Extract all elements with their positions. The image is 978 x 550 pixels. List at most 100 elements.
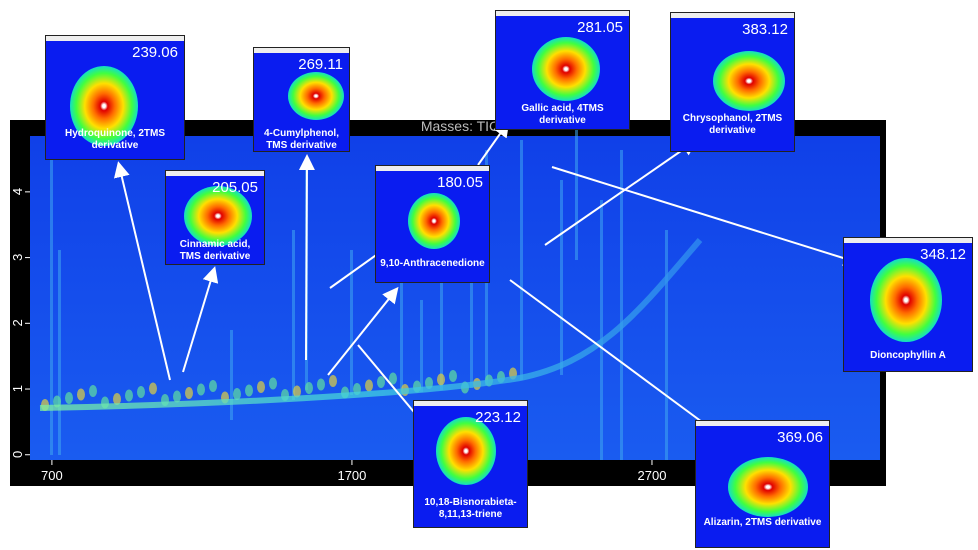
y-tick-label: 4 bbox=[10, 188, 25, 195]
inset-header bbox=[166, 171, 264, 176]
inset-header bbox=[696, 421, 829, 426]
peak-spot bbox=[269, 377, 277, 390]
peak-spot bbox=[149, 382, 157, 395]
inset-label: 9,10-Anthracenedione bbox=[380, 258, 485, 269]
peak-spot bbox=[113, 393, 121, 405]
inset-header bbox=[254, 48, 349, 53]
peak-spot bbox=[53, 395, 61, 408]
inset-mass: 269.11 bbox=[298, 56, 343, 73]
inset-label: Hydroquinone, 2TMS derivative bbox=[65, 128, 165, 151]
peak-spot bbox=[365, 379, 373, 392]
mass-inset: 180.05 9,10-Anthracenedione bbox=[375, 165, 490, 283]
mass-inset: 369.06 Alizarin, 2TMS derivative bbox=[695, 420, 830, 548]
arrow bbox=[298, 154, 315, 361]
inset-mass: 369.06 bbox=[777, 429, 823, 446]
peak-spot bbox=[245, 384, 253, 397]
peak-streak bbox=[575, 130, 578, 260]
peak-streak bbox=[230, 330, 233, 420]
peak-spot bbox=[305, 382, 313, 394]
peak-spot bbox=[89, 385, 97, 397]
peak-streak bbox=[50, 150, 53, 455]
inset-label: Chrysophanol, 2TMS derivative bbox=[682, 113, 783, 136]
peak-streak bbox=[620, 150, 623, 460]
peak-spot bbox=[449, 370, 457, 382]
peak-streak bbox=[400, 280, 403, 395]
peak-spot bbox=[65, 392, 73, 404]
mass-spot bbox=[728, 457, 808, 517]
inset-label: Cinnamic acid, TMS derivative bbox=[179, 239, 251, 262]
mass-spot bbox=[532, 37, 600, 101]
peak-spot bbox=[329, 375, 337, 387]
y-tick-label: 0 bbox=[10, 451, 25, 458]
peak-streak bbox=[440, 260, 443, 390]
peak-spot bbox=[137, 386, 145, 398]
inset-mass: 383.12 bbox=[742, 21, 788, 38]
peak-spot bbox=[233, 388, 241, 400]
peak-streak bbox=[58, 250, 61, 455]
inset-header bbox=[496, 11, 629, 16]
mass-spot bbox=[870, 258, 942, 342]
inset-label: Alizarin, 2TMS derivative bbox=[703, 517, 822, 528]
peak-streak bbox=[520, 140, 523, 380]
mass-inset: 348.12 Dioncophyllin A bbox=[843, 237, 973, 372]
x-tick-label: 700 bbox=[41, 468, 63, 483]
peak-streak bbox=[600, 200, 603, 460]
mass-inset: 269.11 4-Cumylphenol, TMS derivative bbox=[253, 47, 350, 152]
inset-label: 4-Cumylphenol, TMS derivative bbox=[263, 128, 339, 151]
y-tick-label: 3 bbox=[10, 254, 25, 261]
peak-spot bbox=[125, 389, 133, 402]
x-tick-label: 1700 bbox=[337, 468, 366, 483]
arrow bbox=[544, 139, 698, 246]
mass-spot bbox=[70, 66, 138, 146]
peak-streak bbox=[292, 230, 295, 400]
arrow bbox=[509, 279, 725, 439]
inset-label: Gallic acid, 4TMS derivative bbox=[521, 103, 604, 126]
peak-spot bbox=[293, 385, 301, 398]
mass-spot bbox=[288, 72, 344, 120]
inset-label: Dioncophyllin A bbox=[870, 350, 946, 361]
arrow bbox=[327, 286, 399, 376]
inset-mass: 348.12 bbox=[920, 246, 966, 263]
peak-spot bbox=[437, 373, 445, 386]
peak-spot bbox=[317, 378, 325, 391]
mass-inset: 383.12 Chrysophanol, 2TMS derivative bbox=[670, 12, 795, 152]
peak-streak bbox=[665, 230, 668, 460]
peak-streak bbox=[470, 230, 473, 388]
inset-mass: 223.12 bbox=[475, 409, 521, 426]
inset-header bbox=[414, 401, 527, 406]
mass-spot bbox=[436, 417, 496, 485]
arrow bbox=[477, 120, 510, 166]
arrow bbox=[551, 166, 860, 267]
arrow bbox=[182, 266, 219, 373]
mass-inset: 223.12 10,18-Bisnorabieta-8,11,13-triene bbox=[413, 400, 528, 528]
x-tick-label: 2700 bbox=[638, 468, 667, 483]
inset-header bbox=[844, 238, 972, 243]
inset-header bbox=[376, 166, 489, 171]
mass-spot bbox=[408, 193, 460, 249]
y-tick-label: 1 bbox=[10, 385, 25, 392]
inset-header bbox=[46, 36, 184, 41]
mass-inset: 281.05 Gallic acid, 4TMS derivative bbox=[495, 10, 630, 130]
mass-inset: 205.05 Cinnamic acid, TMS derivative bbox=[165, 170, 265, 265]
inset-mass: 180.05 bbox=[437, 174, 483, 191]
inset-mass: 205.05 bbox=[212, 179, 258, 196]
column-bleed bbox=[39, 238, 703, 411]
peak-streak bbox=[350, 250, 353, 395]
inset-mass: 281.05 bbox=[577, 19, 623, 36]
peak-spot bbox=[257, 381, 265, 393]
y-tick-label: 2 bbox=[10, 319, 25, 326]
peak-spot bbox=[389, 372, 397, 385]
peak-spot bbox=[77, 388, 85, 401]
inset-label: 10,18-Bisnorabieta-8,11,13-triene bbox=[424, 497, 517, 520]
peak-spot bbox=[209, 380, 217, 392]
peak-spot bbox=[173, 390, 181, 403]
plot-title: Masses: TIC bbox=[421, 118, 499, 134]
mass-inset: 239.06 Hydroquinone, 2TMS derivative bbox=[45, 35, 185, 160]
arrow bbox=[113, 161, 171, 381]
peak-streak bbox=[420, 300, 423, 392]
peak-spot bbox=[377, 376, 385, 388]
mass-spot bbox=[184, 186, 252, 246]
peak-streak bbox=[560, 180, 563, 375]
inset-header bbox=[671, 13, 794, 18]
